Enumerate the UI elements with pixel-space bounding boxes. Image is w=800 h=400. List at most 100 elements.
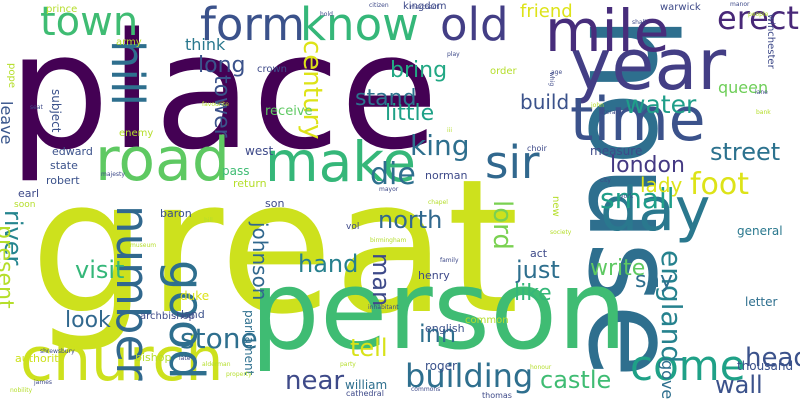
word-johnson: johnson — [248, 222, 272, 301]
word-english: english — [425, 322, 465, 335]
word-thomas: thomas — [482, 391, 512, 400]
word-king: king — [410, 129, 470, 162]
word-iii: iii — [447, 127, 453, 134]
word-town: town — [40, 0, 139, 45]
word-north: north — [378, 206, 443, 234]
word-like: like — [514, 281, 552, 306]
word-know: know — [300, 0, 419, 51]
word-london: london — [610, 153, 685, 178]
word-government: government — [658, 360, 677, 400]
word-state: state — [50, 159, 78, 172]
word-roger: roger — [425, 359, 457, 373]
word-come: come — [630, 341, 746, 390]
word-stone: stone — [180, 322, 258, 355]
word-queen: queen — [718, 78, 769, 97]
word-seat: seat — [30, 104, 43, 111]
word-society: society — [550, 229, 572, 236]
word-bank: bank — [756, 109, 771, 116]
word-tell: tell — [350, 334, 388, 362]
word-order: order — [490, 66, 517, 77]
word-cathedral: cathedral — [346, 389, 384, 398]
word-soon: soon — [14, 200, 36, 210]
word-age: age — [551, 69, 563, 76]
word-william: william — [345, 378, 388, 392]
word-little: little — [385, 101, 435, 126]
word-earl: earl — [18, 187, 40, 200]
word-york: york — [620, 193, 634, 200]
word-great: great — [30, 139, 520, 355]
word-property: property — [226, 371, 252, 378]
word-old: old — [440, 0, 509, 51]
word-warwick: warwick — [660, 2, 701, 13]
word-edward: edward — [52, 145, 93, 158]
word-near: near — [285, 366, 345, 396]
word-literary: literary — [600, 109, 622, 116]
word-wall: wall — [715, 371, 763, 399]
word-visit: visit — [75, 256, 125, 284]
word-hill: hill — [101, 40, 154, 107]
word-think: think — [185, 35, 226, 54]
word-castle: castle — [540, 366, 612, 394]
word-street: street — [710, 138, 781, 166]
word-alderman: alderman — [202, 361, 231, 368]
word-hand: hand — [298, 250, 359, 278]
word-receive: receive — [265, 104, 313, 119]
word-die: die — [370, 157, 416, 192]
word-citizen: citizen — [369, 2, 389, 9]
word-just: just — [516, 256, 560, 284]
word-person: person — [250, 246, 628, 374]
word-place: place — [8, 0, 439, 185]
word-robert: robert — [46, 174, 80, 187]
word-museum: museum — [130, 242, 157, 249]
word-general: general — [737, 224, 783, 238]
word-bishop: bishop — [135, 351, 172, 364]
word-century: century — [297, 40, 327, 140]
word-road: road — [95, 125, 230, 195]
word-return: return — [233, 177, 267, 190]
word-form: form — [200, 0, 305, 51]
word-birmingham: birmingham — [370, 237, 407, 244]
word-chapel: chapel — [428, 199, 448, 206]
word-head: head — [745, 343, 800, 373]
word-water: water — [625, 90, 697, 119]
word-army: army — [116, 37, 142, 48]
word-duke: duke — [180, 289, 210, 303]
word-kingdom: kingdom — [403, 1, 447, 12]
word-manor: manor — [730, 1, 750, 8]
word-enemy: enemy — [119, 128, 154, 139]
word-pass: pass — [222, 164, 250, 178]
word-lady: lady — [640, 173, 683, 197]
word-leave: leave — [0, 101, 16, 145]
word-build: build — [520, 90, 570, 114]
word-john: john — [591, 102, 604, 109]
word-family: family — [440, 257, 459, 264]
word-say: say — [635, 268, 673, 293]
word-late: late — [179, 355, 191, 362]
word-authority: authority — [15, 352, 66, 365]
word-james: james — [34, 379, 53, 386]
word-measure: measure — [590, 144, 643, 158]
word-england: england — [655, 250, 688, 364]
word-merchant: merchant — [410, 4, 439, 11]
word-bring: bring — [390, 58, 448, 83]
word-look: look — [65, 308, 111, 333]
word-lane: lane — [755, 89, 768, 96]
word-henry: henry — [418, 269, 450, 282]
word-people: people — [748, 11, 769, 18]
word-time: time — [570, 85, 706, 155]
word-pope: pope — [6, 63, 17, 88]
word-hold: hold — [320, 11, 333, 18]
word-mile: mile — [545, 0, 670, 65]
word-mayor: mayor — [379, 186, 399, 193]
word-choir: choir — [527, 144, 547, 153]
word-thousand: thousand — [737, 359, 794, 373]
word-crown: crown — [257, 64, 288, 75]
word-day: day — [600, 175, 711, 245]
word-stand: stand — [355, 86, 417, 111]
word-man: man — [367, 253, 395, 307]
word-inn: inn — [419, 320, 457, 348]
word-long: long — [198, 53, 246, 78]
word-bill: bill — [204, 217, 213, 224]
word-party: party — [340, 361, 356, 368]
